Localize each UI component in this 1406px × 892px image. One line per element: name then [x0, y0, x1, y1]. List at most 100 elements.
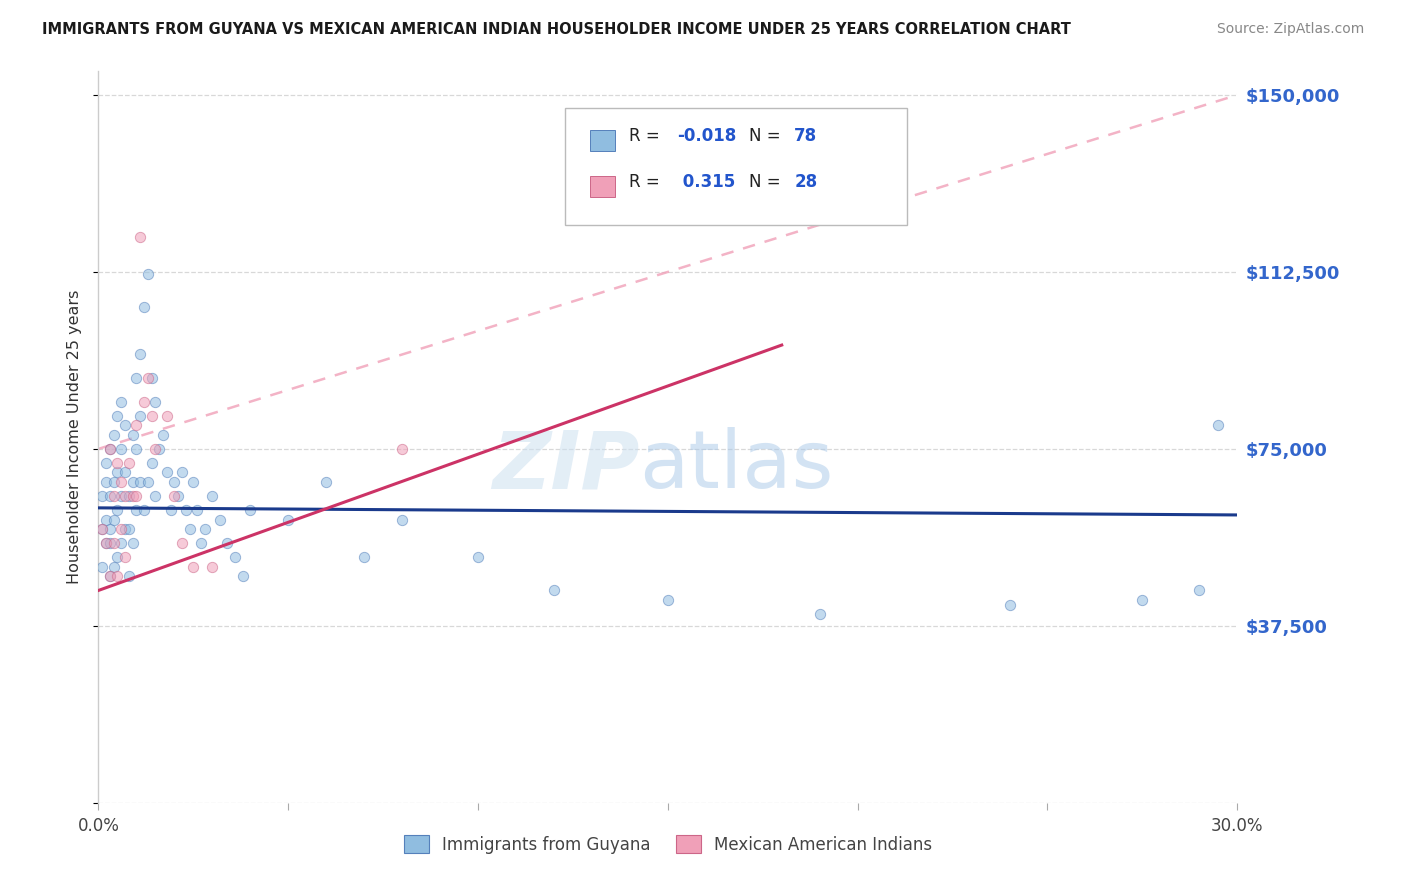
Point: [232, 569, 254, 583]
Point: [808, 607, 831, 621]
Point: [98, 569, 121, 583]
Point: [91, 559, 114, 574]
Point: [118, 569, 141, 583]
Point: [114, 418, 136, 433]
Point: [91, 489, 114, 503]
Point: [103, 513, 125, 527]
Point: [179, 522, 201, 536]
Point: [98, 536, 121, 550]
Point: [110, 442, 132, 456]
Point: [121, 475, 143, 489]
Point: [315, 475, 337, 489]
Point: [657, 182, 679, 196]
Point: [170, 536, 193, 550]
FancyBboxPatch shape: [591, 177, 616, 197]
Point: [118, 522, 141, 536]
Point: [125, 371, 148, 385]
Point: [1208, 418, 1230, 433]
Point: [98, 522, 121, 536]
Legend: Immigrants from Guyana, Mexican American Indians: Immigrants from Guyana, Mexican American…: [396, 829, 939, 860]
Text: -0.018: -0.018: [676, 128, 737, 145]
Point: [94, 475, 117, 489]
Y-axis label: Householder Income Under 25 years: Householder Income Under 25 years: [67, 290, 83, 584]
Point: [277, 513, 299, 527]
Point: [141, 409, 163, 423]
Point: [152, 427, 174, 442]
Point: [125, 503, 148, 517]
Point: [103, 489, 125, 503]
Point: [194, 522, 217, 536]
Point: [145, 394, 167, 409]
Point: [98, 442, 121, 456]
Point: [103, 475, 125, 489]
Point: [94, 536, 117, 550]
Point: [186, 503, 208, 517]
Point: [170, 466, 193, 480]
Point: [94, 513, 117, 527]
Point: [121, 536, 143, 550]
Point: [163, 489, 186, 503]
Point: [136, 267, 159, 281]
Text: N =: N =: [749, 173, 786, 191]
Point: [107, 466, 129, 480]
Point: [391, 513, 413, 527]
Text: 0.315: 0.315: [676, 173, 735, 191]
Point: [103, 536, 125, 550]
Point: [201, 559, 224, 574]
Text: IMMIGRANTS FROM GUYANA VS MEXICAN AMERICAN INDIAN HOUSEHOLDER INCOME UNDER 25 YE: IMMIGRANTS FROM GUYANA VS MEXICAN AMERIC…: [42, 22, 1071, 37]
Point: [156, 409, 179, 423]
Point: [145, 442, 167, 456]
Point: [125, 418, 148, 433]
Point: [201, 489, 224, 503]
Point: [657, 593, 679, 607]
Text: 78: 78: [794, 128, 817, 145]
Point: [129, 347, 152, 361]
Point: [353, 550, 375, 565]
Point: [129, 475, 152, 489]
Point: [121, 427, 143, 442]
Point: [110, 536, 132, 550]
Text: ZIP: ZIP: [492, 427, 640, 506]
Point: [118, 489, 141, 503]
Point: [129, 229, 152, 244]
Point: [98, 442, 121, 456]
Point: [114, 489, 136, 503]
Point: [543, 583, 565, 598]
Point: [132, 394, 155, 409]
Point: [136, 475, 159, 489]
FancyBboxPatch shape: [565, 108, 907, 225]
Point: [998, 598, 1021, 612]
Point: [174, 503, 197, 517]
Point: [121, 489, 143, 503]
Point: [110, 475, 132, 489]
Text: Source: ZipAtlas.com: Source: ZipAtlas.com: [1216, 22, 1364, 37]
Text: R =: R =: [628, 173, 665, 191]
Point: [103, 559, 125, 574]
Point: [107, 569, 129, 583]
Point: [190, 536, 212, 550]
Point: [145, 489, 167, 503]
Point: [103, 427, 125, 442]
Text: N =: N =: [749, 128, 786, 145]
Point: [1132, 593, 1154, 607]
Point: [125, 442, 148, 456]
Point: [114, 522, 136, 536]
Point: [110, 489, 132, 503]
Point: [141, 371, 163, 385]
Point: [114, 466, 136, 480]
Point: [156, 466, 179, 480]
Point: [110, 522, 132, 536]
Point: [107, 456, 129, 470]
Point: [224, 550, 246, 565]
Point: [132, 503, 155, 517]
Point: [91, 522, 114, 536]
Point: [98, 569, 121, 583]
Point: [118, 456, 141, 470]
Point: [467, 550, 489, 565]
Point: [91, 522, 114, 536]
Text: R =: R =: [628, 128, 665, 145]
Point: [107, 550, 129, 565]
Point: [110, 394, 132, 409]
Point: [159, 503, 181, 517]
Point: [136, 371, 159, 385]
